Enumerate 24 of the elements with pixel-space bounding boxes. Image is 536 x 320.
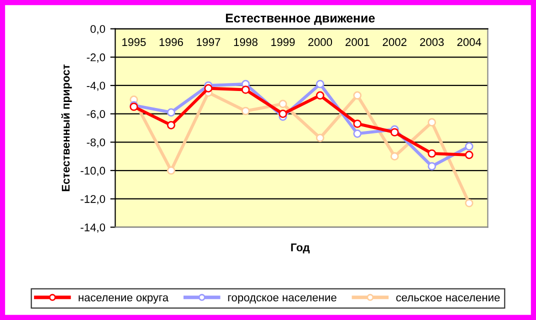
legend-label: городское население <box>228 295 336 304</box>
x-tick-label: 2004 <box>457 38 482 46</box>
x-tick-label: 2003 <box>420 38 444 46</box>
x-tick-label: 2001 <box>346 38 370 46</box>
legend-label: население округа <box>78 295 169 304</box>
y-tick-label: -14,0 <box>80 223 106 233</box>
y-tick-label: 0,0 <box>90 25 106 34</box>
x-tick-label: 2000 <box>308 38 332 46</box>
y-tick-label: -2,0 <box>86 53 106 63</box>
legend-label: сельское население <box>396 295 500 302</box>
x-tick-label: 1999 <box>271 38 295 46</box>
x-tick-label: 1996 <box>160 38 183 46</box>
y-tick-label: -6,0 <box>86 110 106 120</box>
x-tick-label: 1998 <box>234 38 258 46</box>
x-axis-title: Год <box>291 244 310 254</box>
y-axis-title: Естественный прирост <box>61 64 72 192</box>
x-tick-label: 1997 <box>196 38 220 46</box>
y-tick-label: -10,0 <box>80 166 106 176</box>
y-tick-label: -8,0 <box>86 138 106 148</box>
y-tick-label: -12,0 <box>80 195 106 204</box>
y-tick-label: -4,0 <box>86 82 106 91</box>
chart-title: Естественное движение <box>226 14 375 25</box>
x-tick-label: 1995 <box>122 38 146 46</box>
x-tick-label: 2002 <box>382 38 406 46</box>
